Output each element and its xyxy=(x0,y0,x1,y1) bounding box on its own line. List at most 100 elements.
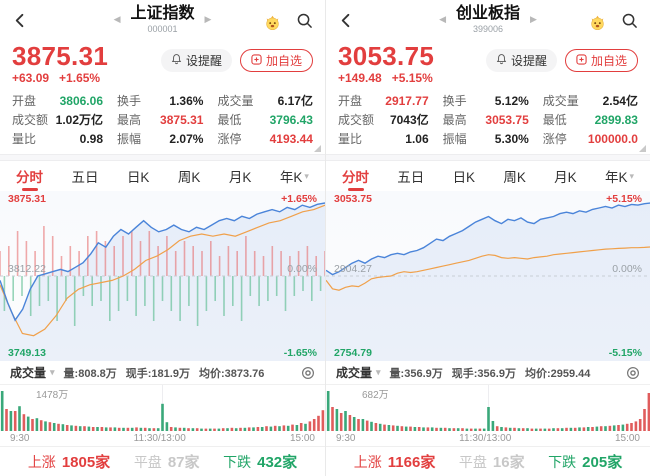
stat-value: 5.30% xyxy=(494,132,529,146)
chart-min-pct: -1.65% xyxy=(283,347,317,359)
search-icon[interactable] xyxy=(296,12,313,29)
stat-value: 2917.77 xyxy=(385,94,429,108)
breadth-flat: 平盘 87家 xyxy=(133,454,200,471)
chart-min-price: 2754.79 xyxy=(334,347,372,359)
add-watchlist-label: 加自选 xyxy=(590,54,627,68)
stat-label: 最高 xyxy=(442,113,467,127)
volume-title: 成交量 xyxy=(336,366,373,380)
average-price-value: 均价:2959.44 xyxy=(524,367,591,380)
header: ◀ 上证指数 000001 ▶ xyxy=(0,0,325,40)
stat-value: 2.07% xyxy=(169,132,204,146)
breadth-up: 上涨 1166家 xyxy=(353,454,436,471)
prev-index-arrow[interactable]: ◀ xyxy=(439,14,446,24)
stat-label: 开盘 xyxy=(338,94,363,108)
stat-label: 量比 xyxy=(12,132,37,146)
tab-yearly-k[interactable]: 年K ▾ xyxy=(278,161,311,191)
chart-settings-icon[interactable] xyxy=(301,366,315,380)
tab-yearly-k-label: 年K xyxy=(604,170,628,185)
index-code: 000001 xyxy=(147,24,178,34)
volume-max-label: 1478万 xyxy=(36,390,69,401)
market-breadth: 上涨 1805家 平盘 87家 下跌 432家 xyxy=(0,447,325,476)
stat-label: 成交量 xyxy=(217,94,254,108)
title-block: ◀ 创业板指 399006 ▶ xyxy=(439,5,537,34)
stat-value: 6.17亿 xyxy=(277,94,313,108)
chevron-down-icon: ▾ xyxy=(304,170,309,181)
market-breadth: 上涨 1166家 平盘 16家 下跌 205家 xyxy=(326,447,650,476)
price-change-pct: +5.15% xyxy=(391,71,433,85)
stat-value: 1.06 xyxy=(405,132,429,146)
stat-value: 5.12% xyxy=(494,94,529,108)
tab-monthly-k[interactable]: 月K xyxy=(554,170,577,185)
section-divider xyxy=(326,154,650,161)
index-panel-chinext: ◀ 创业板指 399006 ▶ xyxy=(325,0,650,476)
time-open: 9:30 xyxy=(336,433,356,444)
chart-settings-icon[interactable] xyxy=(626,366,640,380)
chart-max-pct: +1.65% xyxy=(281,193,317,205)
add-watchlist-button[interactable]: 加自选 xyxy=(239,49,313,72)
add-plus-icon xyxy=(251,53,262,68)
chart-mid-price: 3812.22 xyxy=(8,263,46,275)
stat-value: 100000.0 xyxy=(587,132,638,146)
tab-intraday[interactable]: 分时 xyxy=(340,161,371,191)
volume-value: 量:808.8万 xyxy=(63,367,117,380)
expand-stats-handle[interactable] xyxy=(314,145,321,152)
stat-label: 最低 xyxy=(217,113,242,127)
crown-face-emoji[interactable] xyxy=(587,10,608,31)
prev-index-arrow[interactable]: ◀ xyxy=(113,14,121,24)
intraday-chart[interactable]: 3053.75 +5.15% 2904.27 0.00% 2754.79 -5.… xyxy=(325,191,650,361)
tab-weekly-k[interactable]: 周K xyxy=(503,170,526,185)
volume-chart[interactable]: 1478万 xyxy=(0,385,325,431)
tab-daily-k[interactable]: 日K xyxy=(126,170,150,185)
tab-yearly-k[interactable]: 年K ▾ xyxy=(603,161,636,191)
add-watchlist-button[interactable]: 加自选 xyxy=(564,49,638,72)
tab-monthly-k[interactable]: 月K xyxy=(228,170,252,185)
stats-grid: 开盘 2917.77 换手 5.12% 成交量 2.54亿 成交额 7043亿 最高 30… xyxy=(326,88,650,154)
stat-label: 换手 xyxy=(117,94,142,108)
header: ◀ 创业板指 399006 ▶ xyxy=(326,0,650,40)
tab-intraday[interactable]: 分时 xyxy=(14,161,45,191)
stat-label: 成交量 xyxy=(542,94,579,108)
chart-max-price: 3053.75 xyxy=(334,193,372,205)
back-icon[interactable] xyxy=(338,12,355,29)
tab-5day[interactable]: 五日 xyxy=(397,170,425,185)
tab-weekly-k[interactable]: 周K xyxy=(177,170,201,185)
crown-face-emoji[interactable] xyxy=(262,10,283,31)
chart-tabs: 分时 五日 日K 周K 月K 年K ▾ xyxy=(326,161,650,191)
back-icon[interactable] xyxy=(12,12,29,29)
stat-label: 涨停 xyxy=(542,132,567,146)
set-alert-button[interactable]: 设提醒 xyxy=(485,49,557,72)
current-price: 3053.75 xyxy=(338,41,435,71)
chart-tabs: 分时 五日 日K 周K 月K 年K ▾ xyxy=(0,161,325,191)
stat-label: 量比 xyxy=(338,132,363,146)
intraday-chart[interactable]: 3875.31 +1.65% 3812.22 0.00% 3749.13 -1.… xyxy=(0,191,326,361)
stat-value: 4193.44 xyxy=(269,132,313,146)
stat-value: 1.02万亿 xyxy=(55,113,103,127)
volume-indicator-dropdown[interactable]: 成交量 ▾ xyxy=(10,364,55,381)
intraday-chart-svg xyxy=(0,202,326,361)
expand-stats-handle[interactable] xyxy=(639,145,646,152)
breadth-down: 下跌 432家 xyxy=(223,454,298,471)
page-title: 创业板指 xyxy=(455,5,521,22)
stat-value: 7043亿 xyxy=(389,113,429,127)
set-alert-button[interactable]: 设提醒 xyxy=(160,49,232,72)
stat-label: 最低 xyxy=(542,113,567,127)
search-icon[interactable] xyxy=(621,12,638,29)
next-index-arrow[interactable]: ▶ xyxy=(204,14,212,24)
stats-grid: 开盘 3806.06 换手 1.36% 成交量 6.17亿 成交额 1.02万亿 最高 3… xyxy=(0,88,325,154)
stat-value: 3053.75 xyxy=(485,113,529,127)
next-index-arrow[interactable]: ▶ xyxy=(530,14,537,24)
add-watchlist-label: 加自选 xyxy=(265,54,302,68)
stat-value: 2899.83 xyxy=(594,113,638,127)
tab-daily-k[interactable]: 日K xyxy=(452,170,476,185)
volume-chart[interactable]: 682万 xyxy=(326,385,650,431)
index-code: 399006 xyxy=(472,24,504,34)
chart-max-pct: +5.15% xyxy=(606,193,642,205)
volume-title: 成交量 xyxy=(10,366,47,380)
time-axis: 9:30 11:30/13:00 15:00 xyxy=(0,431,325,447)
tab-5day[interactable]: 五日 xyxy=(71,170,99,185)
volume-header: 成交量 ▾ 量:356.9万 现手:356.9万 均价:2959.44 xyxy=(326,361,650,385)
set-alert-label: 设提醒 xyxy=(185,54,222,68)
volume-indicator-dropdown[interactable]: 成交量 ▾ xyxy=(336,364,381,381)
stat-value: 0.98 xyxy=(79,132,103,146)
